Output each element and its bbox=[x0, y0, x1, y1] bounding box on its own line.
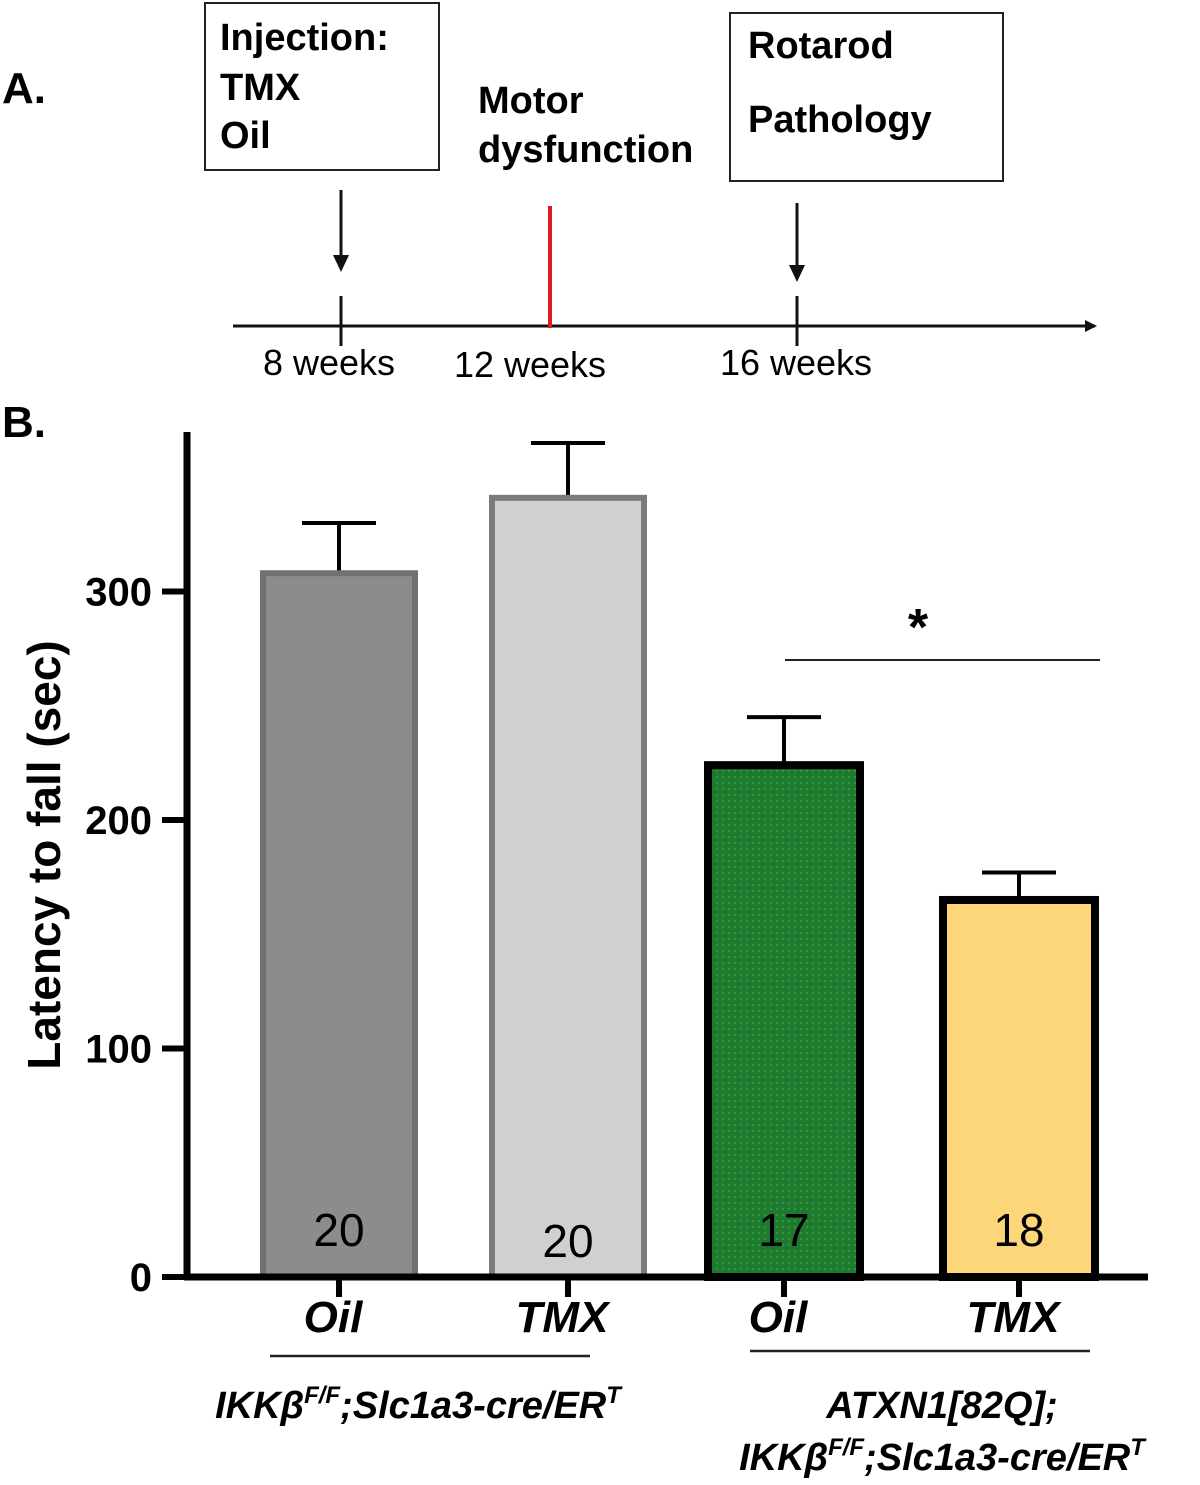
group-1-driver: ;Slc1a3-cre/ER bbox=[340, 1385, 607, 1427]
rotarod-box: Rotarod Pathology bbox=[729, 12, 1004, 182]
bar-n-label-3: 17 bbox=[758, 1204, 809, 1256]
x-category-label-1: Oil bbox=[304, 1293, 363, 1342]
y-tick-label-300: 300 bbox=[85, 571, 152, 615]
y-axis-ticks: 0 100 200 300 bbox=[85, 571, 187, 1300]
x-category-label-3: Oil bbox=[749, 1293, 808, 1342]
bar-n-label-1: 20 bbox=[313, 1204, 364, 1256]
y-axis-title: Latency to fall (sec) bbox=[18, 640, 70, 1069]
bar-n-label-4: 18 bbox=[993, 1204, 1044, 1256]
bar-n-label-2: 20 bbox=[542, 1215, 593, 1267]
group-2-line-1: ATXN1[82Q]; bbox=[825, 1385, 1058, 1427]
bar-4 bbox=[939, 895, 1099, 1281]
injection-box-line-1: Injection: bbox=[220, 17, 389, 59]
group-2-driver-superscript: T bbox=[1130, 1434, 1147, 1461]
rotarod-box-frame bbox=[729, 12, 1004, 182]
motor-label-line-1: Motor bbox=[478, 80, 584, 122]
group-1-superscript: F/F bbox=[304, 1382, 341, 1409]
bar-3 bbox=[704, 761, 864, 1281]
bar-2 bbox=[489, 494, 647, 1280]
group-2-driver: ;Slc1a3-cre/ER bbox=[864, 1437, 1131, 1479]
rotarod-box-line-1: Rotarod bbox=[748, 25, 894, 67]
injection-arrow-head bbox=[333, 255, 349, 272]
y-tick-label-0: 0 bbox=[130, 1256, 152, 1300]
panel-b-label: B. bbox=[2, 398, 46, 447]
bar-1 bbox=[260, 570, 418, 1280]
injection-box-line-2: TMX bbox=[220, 67, 301, 109]
panel-a: A. Injection: TMX Oil Motor dysfunction … bbox=[2, 2, 1097, 385]
injection-box: Injection: TMX Oil bbox=[204, 2, 440, 171]
bars: 20 20 17 18 bbox=[260, 440, 1099, 1281]
group-2-superscript: F/F bbox=[828, 1434, 865, 1461]
group-2-gene: IKKβ bbox=[739, 1437, 828, 1479]
timeline-label-12-weeks: 12 weeks bbox=[454, 344, 606, 385]
motor-label-line-2: dysfunction bbox=[478, 129, 693, 171]
rotarod-box-line-2: Pathology bbox=[748, 99, 932, 141]
timeline-label-16-weeks: 16 weeks bbox=[720, 342, 872, 383]
significance-star: * bbox=[908, 599, 929, 657]
x-category-label-4: TMX bbox=[967, 1293, 1063, 1342]
rotarod-arrow-head bbox=[789, 265, 805, 282]
x-category-label-2: TMX bbox=[516, 1293, 612, 1342]
x-axis-categories: Oil TMX Oil TMX bbox=[304, 1277, 1062, 1342]
group-2-label: IKKβF/F;Slc1a3-cre/ERT bbox=[739, 1434, 1147, 1479]
group-1-driver-superscript: T bbox=[606, 1382, 623, 1409]
y-tick-label-100: 100 bbox=[85, 1028, 152, 1072]
timeline-label-8-weeks: 8 weeks bbox=[263, 342, 395, 383]
group-1-gene: IKKβ bbox=[215, 1385, 304, 1427]
y-tick-label-200: 200 bbox=[85, 799, 152, 843]
injection-box-frame bbox=[204, 2, 440, 171]
group-1-label: IKKβF/F;Slc1a3-cre/ERT bbox=[215, 1382, 623, 1427]
injection-box-line-3: Oil bbox=[220, 115, 271, 157]
significance-annotation: * bbox=[785, 599, 1100, 661]
panel-a-label: A. bbox=[2, 64, 46, 113]
